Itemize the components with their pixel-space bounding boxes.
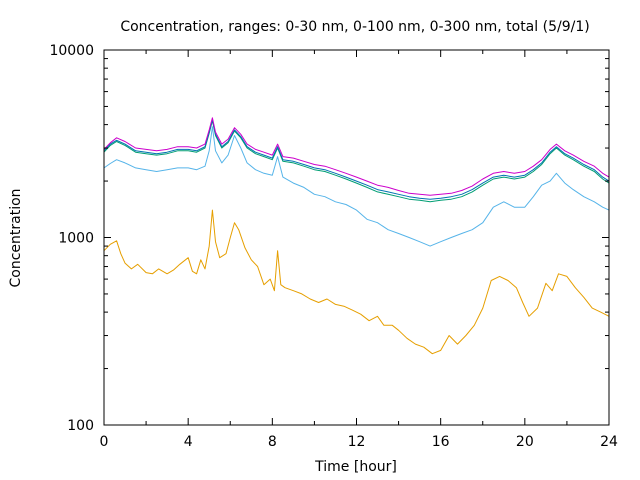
series-line-4 — [103, 119, 610, 200]
series-layer — [103, 117, 610, 355]
x-tick-label: 16 — [432, 434, 450, 450]
x-tick-label: 24 — [600, 434, 618, 450]
x-tick-label: 8 — [268, 434, 277, 450]
y-tick-label: 10000 — [49, 43, 94, 59]
x-tick-label: 12 — [348, 434, 366, 450]
series-line-5 — [103, 117, 610, 196]
plot-frame — [103, 49, 610, 426]
x-tick-label: 4 — [184, 434, 193, 450]
series-line-3 — [103, 120, 610, 203]
x-tick-label: 20 — [516, 434, 534, 450]
y-axis-label: Concentration — [8, 188, 24, 287]
x-tick-label: 0 — [100, 434, 109, 450]
ticks-layer: 0 4 8 12 16 20 24 100 1000 10000 — [49, 43, 618, 450]
series-line-1 — [103, 209, 610, 355]
y-tick-label: 100 — [67, 418, 94, 434]
chart-title: Concentration, ranges: 0-30 nm, 0-100 nm… — [120, 19, 589, 35]
series-line-2 — [103, 126, 610, 247]
x-axis-label: Time [hour] — [314, 459, 397, 475]
y-tick-label: 1000 — [58, 231, 94, 247]
